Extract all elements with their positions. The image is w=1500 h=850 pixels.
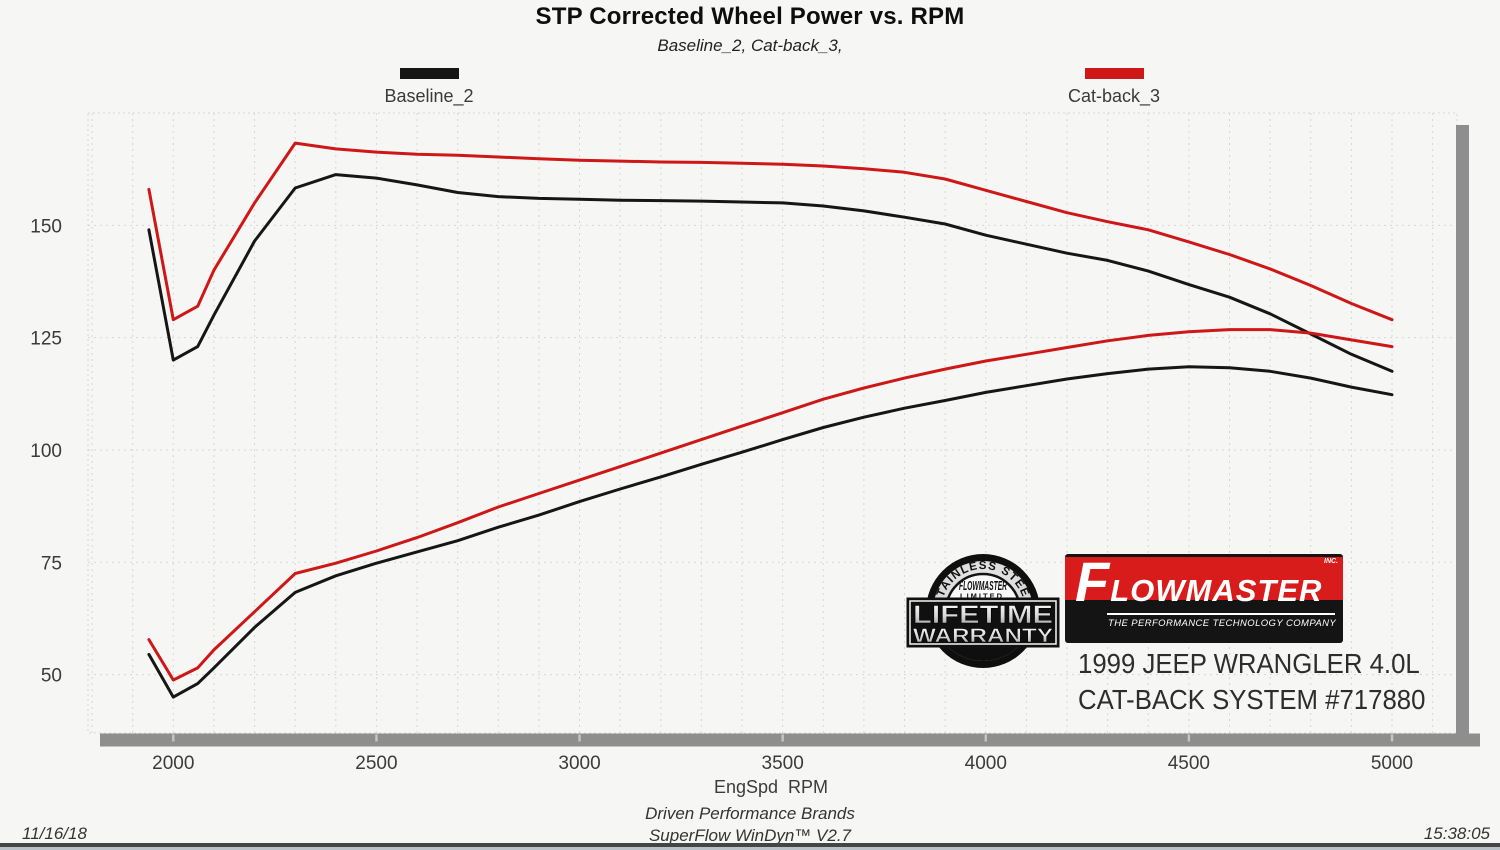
footer-brand-line: Driven Performance Brands: [645, 804, 855, 823]
x-axis-tick-notch: [1390, 734, 1394, 742]
x-axis-tick-notch: [578, 734, 581, 742]
y-tick-label: 50: [41, 666, 62, 687]
x-tick-label: 2000: [152, 753, 194, 774]
x-tick-label: 4500: [1168, 753, 1210, 774]
page-title: STP Corrected Wheel Power vs. RPM: [535, 3, 965, 30]
curve-cat-back_3-torque: [147, 141, 1394, 322]
x-axis-title: EngSpd RPM: [714, 777, 828, 797]
x-axis-scrollbar[interactable]: [100, 733, 1480, 747]
x-axis-tick-notch: [781, 734, 784, 742]
footer-software-line: SuperFlow WinDyn™ V2.7: [648, 826, 852, 845]
footer-time: 15:38:05: [1423, 824, 1490, 843]
y-tick-label: 100: [30, 441, 62, 462]
vehicle-title-line2: CAT-BACK SYSTEM #717880: [1078, 684, 1426, 715]
badge-lifetime-text: LIFETIME: [913, 601, 1053, 629]
x-axis-tick-notch: [375, 734, 378, 742]
curve-cat-back_3-power: [147, 328, 1394, 682]
x-tick-label: 3000: [558, 753, 600, 774]
chart-subtitle: Baseline_2, Cat-back_3,: [657, 36, 843, 55]
x-tick-label: 5000: [1371, 753, 1413, 774]
x-tick-label: 4000: [965, 753, 1007, 774]
badge-bottom-cap: [947, 646, 1019, 661]
legend-swatch-baseline: [399, 68, 459, 79]
footer-date: 11/16/18: [22, 824, 87, 843]
flowmaster-logo: FLOWMASTER INC. THE PERFORMANCE TECHNOLO…: [1065, 554, 1343, 643]
vehicle-title-line1: 1999 JEEP WRANGLER 4.0L: [1078, 648, 1420, 679]
flowmaster-divider: [1107, 613, 1335, 615]
x-tick-label: 3500: [762, 753, 804, 774]
x-axis-tick-notch: [172, 734, 175, 742]
legend-item-catback[interactable]: Cat-back_3: [1049, 68, 1179, 107]
legend-label-catback: Cat-back_3: [1067, 86, 1161, 106]
curve-baseline_2-power: [147, 365, 1394, 699]
flowmaster-wordmark-initial: F: [1075, 550, 1111, 613]
y-axis-scrollbar[interactable]: [1456, 125, 1469, 734]
y-tick-label: 150: [30, 216, 62, 237]
x-axis-tick-notch: [1187, 734, 1191, 742]
flowmaster-inc-text: INC.: [1324, 558, 1338, 565]
badge-flowmaster-text: FLOWMASTER: [959, 579, 1007, 593]
flowmaster-wordmark: FLOWMASTER: [1075, 554, 1322, 610]
x-axis-tick-notch: [984, 734, 987, 742]
lifetime-warranty-badge: STAINLESS STEEL FLOWMASTER LIMITED LIFET…: [906, 554, 1060, 668]
badge-limited-text: LIMITED: [960, 592, 1006, 601]
flowmaster-logo-red-band: [1065, 557, 1343, 600]
flowmaster-tagline: THE PERFORMANCE TECHNOLOGY COMPANY: [1108, 618, 1337, 629]
curve-baseline_2-torque: [147, 173, 1394, 373]
badge-banner-frame: [909, 600, 1057, 645]
y-tick-label: 75: [41, 553, 62, 574]
badge-warranty-text: WARRANTY: [913, 625, 1053, 647]
x-tick-label: 2500: [355, 753, 397, 774]
bottom-border-light: [0, 847, 1500, 850]
legend-label-baseline: Baseline_2: [384, 86, 474, 106]
y-tick-label: 125: [30, 329, 62, 350]
legend-item-baseline[interactable]: Baseline_2: [364, 68, 494, 107]
flowmaster-wordmark-rest: LOWMASTER: [1110, 573, 1323, 608]
legend-swatch-catback: [1084, 68, 1144, 79]
bottom-border: [0, 843, 1500, 847]
